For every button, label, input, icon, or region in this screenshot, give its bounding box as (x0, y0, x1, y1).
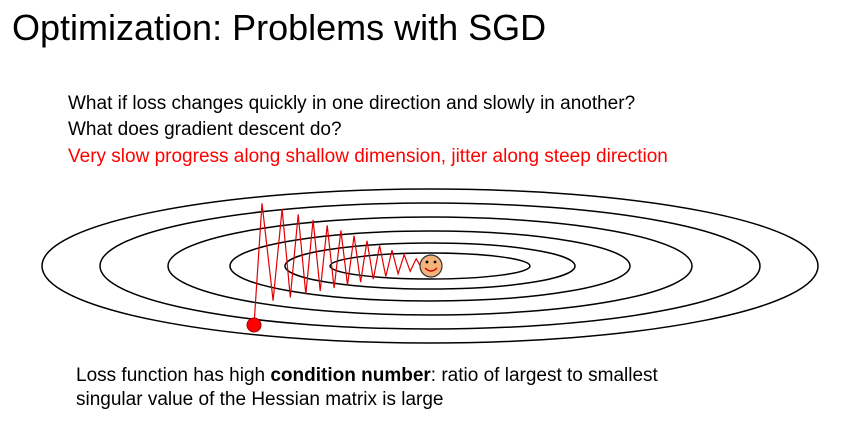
contour-lines (41, 188, 819, 344)
contour-6 (329, 252, 531, 280)
slide-title: Optimization: Problems with SGD (12, 7, 547, 48)
contour-1 (41, 188, 819, 344)
contour-5 (284, 242, 576, 290)
note-line-1: Loss function has high condition number:… (76, 364, 658, 388)
answer-text: Very slow progress along shallow dimensi… (68, 146, 668, 167)
note-suffix: : ratio of largest to smallest (430, 365, 658, 386)
contour-4 (229, 230, 631, 302)
contour-2 (99, 202, 761, 330)
red-dot-icon (246, 317, 262, 333)
question-2: What does gradient descent do? (68, 119, 342, 140)
contour-3 (167, 216, 693, 316)
question-1: What if loss changes quickly in one dire… (68, 93, 636, 114)
condition-number-note: Loss function has high condition number:… (76, 364, 658, 412)
smiley-face-icon (419, 254, 443, 278)
sgd-zigzag-path (253, 203, 432, 326)
note-line-2: singular value of the Hessian matrix is … (76, 389, 444, 410)
note-prefix: Loss function has high (76, 365, 271, 386)
note-bold-term: condition number (270, 365, 431, 386)
